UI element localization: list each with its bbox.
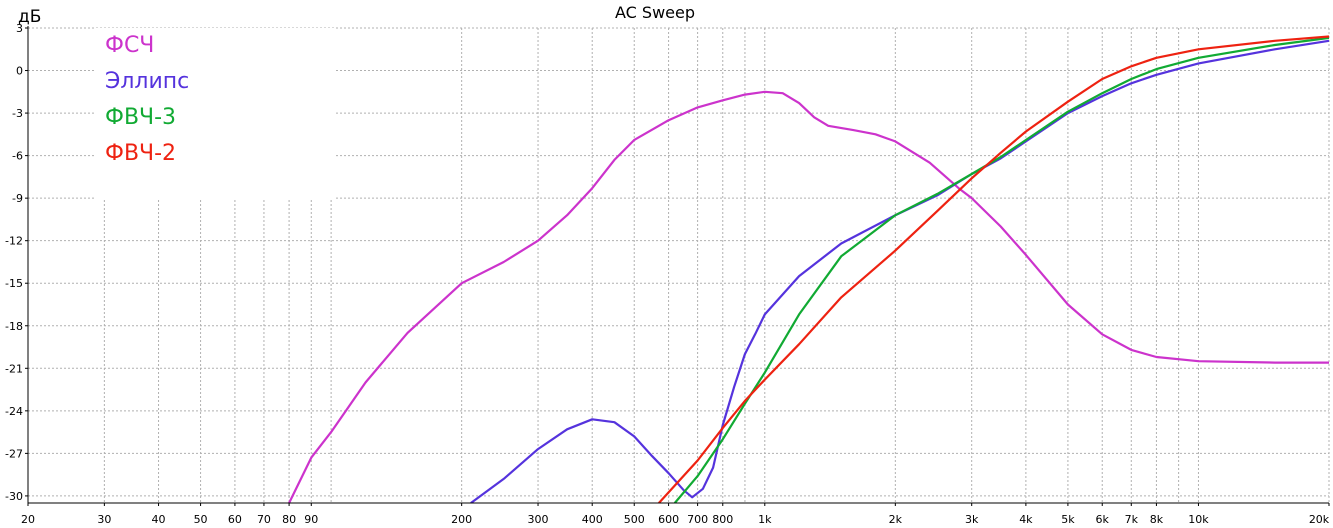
series-line-2 [470, 39, 1330, 503]
y-tick-label: -3 [12, 107, 23, 120]
x-tick-label: 200 [451, 513, 472, 526]
x-tick-label: 3k [965, 513, 979, 526]
y-tick-labels: 3 0 -3 -6 -9 -12 -15 -18 -21 -24 -27 -30 [5, 22, 23, 503]
x-tick-labels: 20 30 40 50 60 70 80 90 200 300 400 500 600 700 800 1k 2… [21, 513, 1330, 526]
x-tick-label: 800 [712, 513, 733, 526]
y-tick-label: 0 [16, 65, 23, 78]
x-tick-label: 90 [304, 513, 318, 526]
x-tick-label: 300 [528, 513, 549, 526]
x-tick-label: 40 [152, 513, 166, 526]
x-tick-label: 400 [582, 513, 603, 526]
x-tick-label: 60 [228, 513, 242, 526]
x-tick-label: 2k [889, 513, 903, 526]
legend-entry-4: ФВЧ-2 [105, 141, 176, 166]
legend-entry-2: Эллипс [105, 69, 189, 94]
series-line-1 [288, 90, 1329, 503]
legend-entry-3: ФВЧ-3 [105, 105, 176, 130]
y-tick-label: -18 [5, 320, 23, 333]
x-tick-label: 20 [21, 513, 35, 526]
y-tick-label: -12 [5, 235, 23, 248]
y-tick-label: -15 [5, 277, 23, 290]
x-tick-label: 6k [1096, 513, 1110, 526]
x-tick-label: 8k [1150, 513, 1164, 526]
x-tick-label: 10k [1188, 513, 1209, 526]
y-tick-label: -21 [5, 362, 23, 375]
series-lines [288, 35, 1330, 503]
axes [25, 26, 1330, 506]
x-tick-label: 500 [624, 513, 645, 526]
x-tick-label: 50 [194, 513, 208, 526]
y-tick-label: 3 [16, 22, 23, 35]
y-tick-label: -27 [5, 447, 23, 460]
x-tick-label: 4k [1019, 513, 1033, 526]
x-tick-label: 70 [257, 513, 271, 526]
legend-entry-1: ФСЧ [105, 33, 154, 58]
x-tick-label: 5k [1061, 513, 1075, 526]
x-tick-label: 30 [97, 513, 111, 526]
x-tick-label: 700 [687, 513, 708, 526]
x-tick-label: 20k [1309, 513, 1330, 526]
legend: ФСЧ Эллипс ФВЧ-3 ФВЧ-2 [105, 33, 189, 166]
legend-background [95, 28, 335, 200]
y-tick-label: -6 [12, 150, 23, 163]
x-tick-label: 1k [758, 513, 772, 526]
x-tick-label: 80 [282, 513, 296, 526]
series-line-4 [658, 35, 1330, 503]
y-axis-unit-label: дБ [18, 7, 41, 27]
x-tick-label: 600 [658, 513, 679, 526]
x-tick-label: 7k [1125, 513, 1139, 526]
y-tick-label: -24 [5, 405, 23, 418]
legend-box [95, 28, 335, 200]
series-line-3 [673, 36, 1330, 503]
chart-title: AC Sweep [615, 3, 695, 22]
y-tick-label: -30 [5, 490, 23, 503]
y-tick-label: -9 [12, 192, 23, 205]
